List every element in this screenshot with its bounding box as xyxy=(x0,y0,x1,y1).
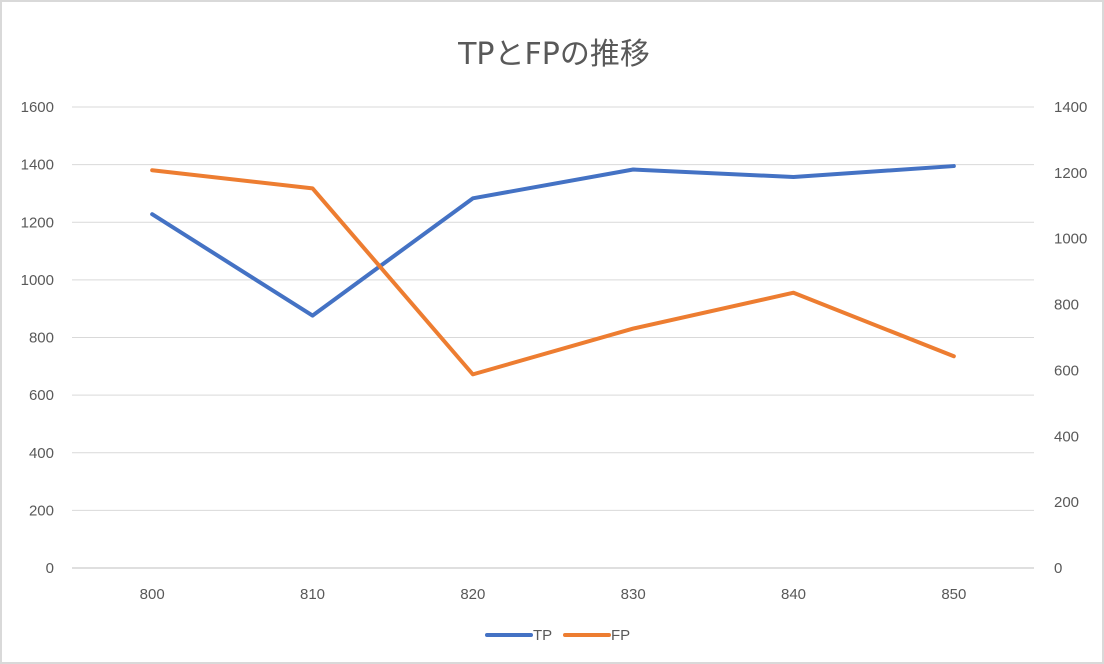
x-tick-label: 850 xyxy=(941,586,966,603)
legend-label: TP xyxy=(533,627,552,644)
x-tick-label: 840 xyxy=(781,586,806,603)
left-tick-label: 600 xyxy=(29,387,54,404)
legend: TP FP xyxy=(485,627,630,644)
left-tick-label: 0 xyxy=(46,560,54,577)
series-line-fp xyxy=(150,168,956,377)
left-tick-label: 1200 xyxy=(21,214,54,231)
right-tick-label: 1400 xyxy=(1054,99,1087,116)
right-tick-label: 800 xyxy=(1054,297,1079,314)
left-tick-label: 800 xyxy=(29,330,54,347)
left-tick-label: 1400 xyxy=(21,157,54,174)
x-axis-ticks: 800 810 820 830 840 850 xyxy=(140,586,967,603)
x-tick-label: 820 xyxy=(460,586,485,603)
series-line-tp xyxy=(150,164,956,318)
right-tick-label: 1000 xyxy=(1054,231,1087,248)
legend-label: FP xyxy=(611,627,630,644)
left-axis-ticks: 0 200 400 600 800 1000 1200 1400 1600 xyxy=(21,99,54,577)
right-tick-label: 600 xyxy=(1054,362,1079,379)
right-tick-label: 200 xyxy=(1054,494,1079,511)
x-tick-label: 830 xyxy=(621,586,646,603)
right-tick-label: 400 xyxy=(1054,428,1079,445)
series-lines xyxy=(150,164,956,377)
x-tick-label: 800 xyxy=(140,586,165,603)
chart-title: TPとFPの推移 xyxy=(457,37,650,72)
left-tick-label: 1600 xyxy=(21,99,54,116)
left-tick-label: 400 xyxy=(29,445,54,462)
right-axis-ticks: 0 200 400 600 800 1000 1200 1400 xyxy=(1054,99,1087,577)
right-tick-label: 0 xyxy=(1054,560,1062,577)
right-tick-label: 1200 xyxy=(1054,165,1087,182)
left-tick-label: 1000 xyxy=(21,272,54,289)
left-tick-label: 200 xyxy=(29,502,54,519)
x-tick-label: 810 xyxy=(300,586,325,603)
gridlines xyxy=(72,106,1034,569)
